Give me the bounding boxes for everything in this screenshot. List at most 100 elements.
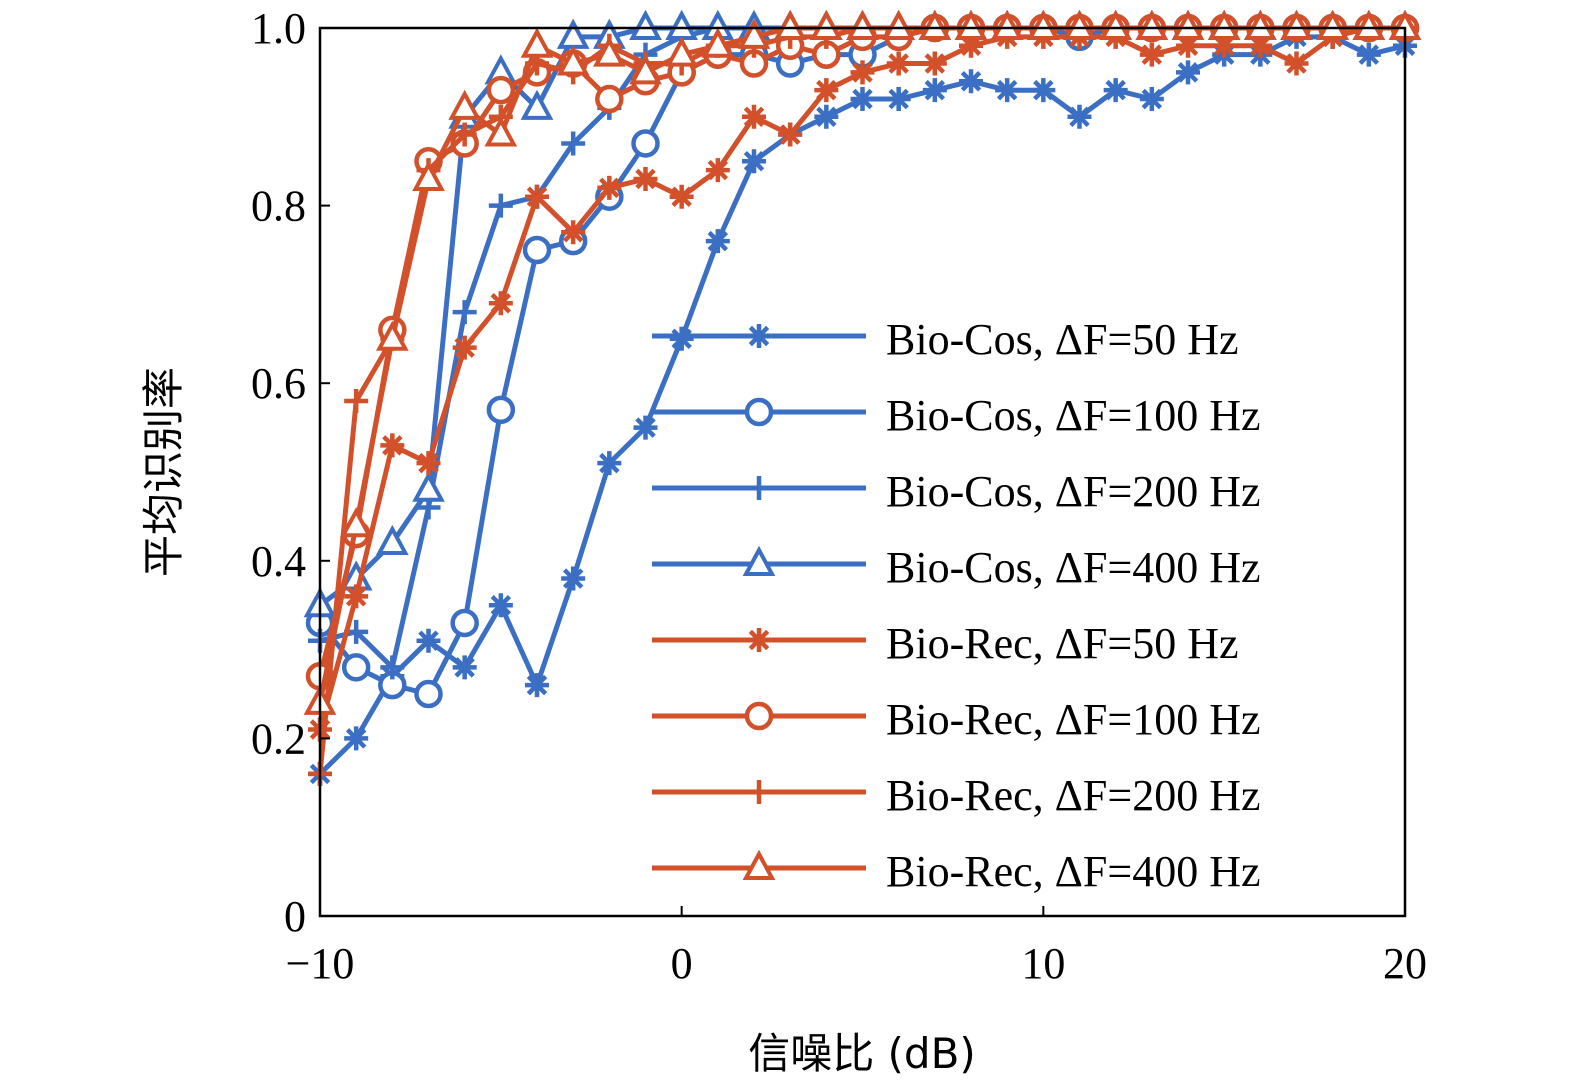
data-point — [380, 433, 405, 458]
data-point — [1284, 51, 1309, 76]
legend-item: Bio-Cos, ΔF=50 Hz — [652, 315, 1239, 364]
data-point — [375, 320, 409, 351]
data-point — [561, 220, 586, 245]
data-point — [918, 9, 952, 40]
data-point — [1352, 9, 1386, 40]
data-point — [1026, 9, 1060, 40]
y-tick-label: 0.2 — [251, 714, 306, 763]
data-point — [995, 78, 1020, 103]
data-point — [1248, 33, 1273, 58]
data-point — [525, 184, 549, 209]
data-point — [412, 160, 445, 191]
data-point — [561, 566, 586, 591]
data-point — [488, 593, 513, 618]
data-point — [597, 451, 622, 476]
data-point — [416, 451, 441, 476]
legend-label: Bio-Cos, ΔF=50 Hz — [886, 315, 1239, 364]
legend-label: Bio-Rec, ΔF=200 Hz — [886, 771, 1261, 820]
data-point — [1103, 78, 1128, 103]
data-point — [922, 78, 947, 103]
data-point — [1171, 9, 1205, 40]
y-axis-title: 平均识别率 — [139, 367, 188, 577]
data-point — [633, 415, 658, 440]
series-line — [317, 25, 1405, 704]
data-point — [452, 122, 477, 147]
legend-marker — [744, 701, 774, 731]
data-point — [412, 471, 445, 502]
data-point — [450, 608, 479, 638]
series-line — [317, 25, 1405, 731]
legend-marker — [742, 849, 776, 880]
data-point — [990, 9, 1024, 40]
legend-marker — [747, 780, 771, 804]
data-point — [484, 116, 518, 147]
data-point — [882, 9, 916, 40]
y-tick-label: 0.6 — [251, 359, 306, 408]
legend-marker — [742, 545, 776, 576]
data-point — [669, 326, 694, 351]
legend-label: Bio-Rec, ΔF=400 Hz — [886, 847, 1261, 896]
legend-item: Bio-Cos, ΔF=200 Hz — [652, 467, 1261, 516]
data-point — [669, 184, 694, 209]
data-point — [705, 229, 730, 254]
y-tick-label: 0.8 — [251, 182, 306, 231]
data-point — [1176, 60, 1200, 85]
data-point — [629, 54, 662, 85]
legend-marker — [747, 476, 771, 500]
y-tick-label: 1.0 — [251, 4, 306, 53]
data-point — [344, 388, 369, 413]
legend-label: Bio-Cos, ΔF=100 Hz — [886, 391, 1261, 440]
data-point — [773, 9, 807, 40]
series-8 — [303, 9, 1422, 715]
data-point — [1316, 9, 1350, 40]
data-point — [522, 235, 552, 265]
data-point — [520, 27, 554, 58]
data-point — [814, 104, 839, 129]
data-point — [344, 584, 369, 609]
data-point — [959, 69, 983, 94]
x-tick-label: 10 — [1021, 939, 1065, 988]
data-point — [1067, 104, 1092, 129]
data-point — [922, 51, 947, 76]
data-point — [846, 9, 879, 40]
data-point — [665, 36, 699, 67]
data-point — [633, 166, 658, 191]
data-point — [778, 122, 803, 147]
legend-marker — [744, 397, 774, 427]
data-point — [452, 300, 477, 325]
data-point — [1063, 9, 1096, 40]
data-point — [452, 655, 477, 680]
data-point — [631, 129, 660, 158]
legend-item: Bio-Rec, ΔF=50 Hz — [652, 619, 1239, 668]
data-point — [597, 175, 622, 200]
data-point — [414, 679, 443, 709]
data-point — [886, 87, 911, 112]
data-point — [344, 726, 369, 751]
data-point — [416, 628, 441, 653]
data-point — [1176, 33, 1200, 58]
data-point — [1099, 9, 1133, 40]
data-point — [525, 673, 549, 698]
data-point — [375, 524, 409, 556]
x-tick-label: 0 — [671, 939, 693, 988]
data-point — [809, 9, 843, 40]
data-point — [595, 84, 624, 114]
data-point — [886, 51, 911, 76]
data-point — [814, 78, 839, 103]
y-tick-label: 0.4 — [251, 537, 306, 586]
data-point — [1031, 78, 1056, 103]
y-tick-label: 0 — [284, 892, 306, 941]
data-point — [448, 89, 482, 120]
data-point — [954, 9, 988, 40]
x-tick-label: 20 — [1383, 939, 1427, 988]
legend-label: Bio-Cos, ΔF=400 Hz — [886, 543, 1261, 592]
data-point — [1212, 33, 1237, 58]
data-point — [1207, 9, 1241, 40]
legend-item: Bio-Cos, ΔF=100 Hz — [652, 391, 1261, 440]
data-point — [1280, 9, 1313, 40]
legend-item: Bio-Cos, ΔF=400 Hz — [652, 543, 1261, 592]
data-point — [561, 131, 586, 156]
data-point — [520, 89, 554, 120]
